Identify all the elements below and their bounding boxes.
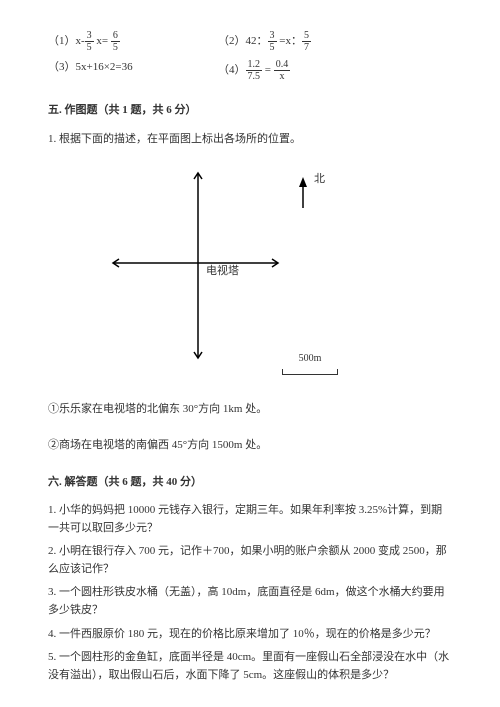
diagram: 北 电视塔 500m [88,163,368,383]
eq4-label: （4） [218,64,246,76]
section5-q1: 1. 根据下面的描述，在平面图上标出各场所的位置。 [48,130,452,149]
eq4-frac2: 0.4x [274,59,291,82]
equation-4: （4）1.27.5 = 0.4x [218,59,388,82]
eq1-frac1: 35 [85,30,94,53]
equation-row-2: （3）5x+16×2=36 （4）1.27.5 = 0.4x [48,59,452,82]
section6-title: 六. 解答题（共 6 题，共 40 分） [48,474,452,492]
section5-sub1: ①乐乐家在电视塔的北偏东 30°方向 1km 处。 [48,401,452,419]
section6-q5: 5. 一个圆柱形的金鱼缸，底面半径是 40cm。里面有一座假山石全部浸没在水中（… [48,649,452,684]
section6-q1: 1. 小华的妈妈把 10000 元钱存入银行，定期三年。如果年利率按 3.25%… [48,502,452,537]
section6-q2: 2. 小明在银行存入 700 元，记作＋700，如果小明的账户余额从 2000 … [48,543,452,578]
scale-label: 500m [299,353,322,364]
eq3-text: （3）5x+16×2=36 [48,61,133,73]
eq2-frac1: 35 [268,30,277,53]
section5-sub2: ②商场在电视塔的南偏西 45°方向 1500m 处。 [48,437,452,455]
eq1-label: （1）x- [48,35,85,47]
scale-line [282,369,338,375]
eq2-frac2: 57 [302,30,311,53]
equation-row-1: （1）x-35 x= 65 （2）42：35 =x：57 [48,30,452,53]
north-label: 北 [314,171,325,189]
eq1-frac2: 65 [111,30,120,53]
eq4-mid: = [262,64,274,76]
eq2-mid: =x： [277,35,302,47]
equation-3: （3）5x+16×2=36 [48,59,218,82]
equation-2: （2）42：35 =x：57 [218,30,388,53]
section6-q3: 3. 一个圆柱形铁皮水桶（无盖），高 10dm，底面直径是 6dm，做这个水桶大… [48,584,452,619]
equation-1: （1）x-35 x= 65 [48,30,218,53]
section6-q4: 4. 一件西服原价 180 元，现在的价格比原来增加了 10％，现在的价格是多少… [48,626,452,644]
eq4-frac1: 1.27.5 [246,59,263,82]
eq1-mid: x= [94,35,111,47]
section5-title: 五. 作图题（共 1 题，共 6 分） [48,102,452,120]
center-label: 电视塔 [206,263,239,281]
scale-bar: 500m [282,351,338,375]
eq2-label: （2）42： [218,35,268,47]
